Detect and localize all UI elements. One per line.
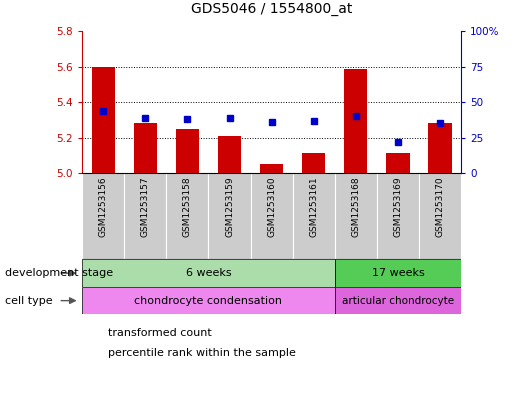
Bar xyxy=(302,153,325,173)
Text: GSM1253159: GSM1253159 xyxy=(225,176,234,237)
Text: development stage: development stage xyxy=(5,268,113,278)
Bar xyxy=(335,287,461,314)
Text: GSM1253158: GSM1253158 xyxy=(183,176,192,237)
Text: GDS5046 / 1554800_at: GDS5046 / 1554800_at xyxy=(191,2,352,16)
Text: percentile rank within the sample: percentile rank within the sample xyxy=(108,348,295,358)
Text: 6 weeks: 6 weeks xyxy=(186,268,231,278)
Text: GSM1253156: GSM1253156 xyxy=(99,176,108,237)
Text: cell type: cell type xyxy=(5,296,53,306)
Bar xyxy=(82,259,335,287)
Bar xyxy=(166,173,208,259)
Bar xyxy=(377,173,419,259)
Bar xyxy=(428,123,452,173)
Bar xyxy=(293,173,335,259)
Bar xyxy=(419,173,461,259)
Text: GSM1253169: GSM1253169 xyxy=(393,176,402,237)
Bar xyxy=(218,136,241,173)
Text: GSM1253168: GSM1253168 xyxy=(351,176,360,237)
Bar xyxy=(124,173,166,259)
Bar xyxy=(82,287,335,314)
Text: transformed count: transformed count xyxy=(108,328,211,338)
Bar xyxy=(260,164,283,173)
Text: GSM1253161: GSM1253161 xyxy=(309,176,318,237)
Text: articular chondrocyte: articular chondrocyte xyxy=(342,296,454,306)
Bar xyxy=(251,173,293,259)
Bar xyxy=(344,68,367,173)
Bar xyxy=(386,153,410,173)
Bar xyxy=(335,173,377,259)
Bar xyxy=(208,173,251,259)
Bar xyxy=(92,67,115,173)
Text: GSM1253170: GSM1253170 xyxy=(436,176,445,237)
Bar xyxy=(335,259,461,287)
Text: GSM1253157: GSM1253157 xyxy=(141,176,150,237)
Text: 17 weeks: 17 weeks xyxy=(372,268,425,278)
Bar xyxy=(176,129,199,173)
Text: GSM1253160: GSM1253160 xyxy=(267,176,276,237)
Text: chondrocyte condensation: chondrocyte condensation xyxy=(135,296,282,306)
Bar xyxy=(82,173,124,259)
Bar xyxy=(134,123,157,173)
